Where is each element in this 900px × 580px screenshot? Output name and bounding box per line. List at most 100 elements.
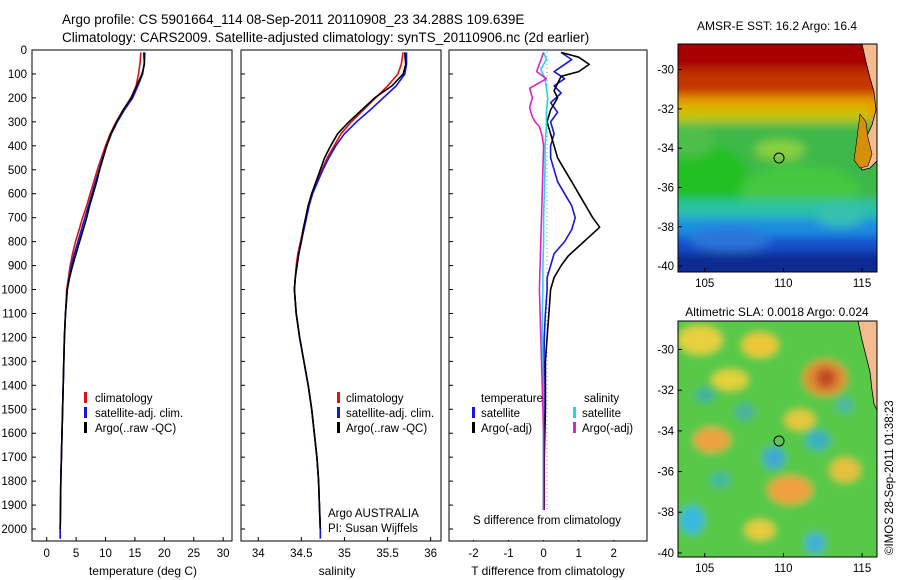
legend-swatch-satellite-adj: [84, 407, 87, 418]
difference-legend: temperature salinity satellite Argo(-adj…: [472, 393, 633, 435]
depth-tick-label: 1300: [1, 356, 27, 368]
legend-swatch-climatology: [337, 392, 340, 403]
map-lat-tick-label: -36: [657, 467, 674, 479]
legend-swatch-temp-satellite: [472, 407, 475, 418]
x-tick-label: 15: [129, 548, 142, 560]
legend-label-satellite-adj: satellite-adj. clim.: [95, 408, 183, 420]
depth-tick-label: 1200: [1, 332, 27, 344]
series-line-salinity-argo-adj: [528, 52, 548, 529]
salinity-panel: 34 34.5 35 35.5 36 salinity climatology sate…: [240, 49, 442, 578]
header-line-1: Argo profile: CS 5901664_114 08-Sep-2011…: [62, 12, 524, 27]
series-line-satellite-adj-clim: [293, 52, 408, 539]
map-lon-tick-label: 110: [774, 278, 792, 290]
legend-swatch-argo: [337, 422, 340, 433]
legend-swatch-argo: [84, 422, 87, 433]
x-tick-label: 34: [252, 548, 265, 560]
legend-swatch-temp-argo: [472, 422, 475, 433]
salinity-legend: climatology satellite-adj. clim. Argo(..…: [337, 392, 434, 435]
x-tick-label: -2: [468, 548, 478, 560]
map-lat-tick-label: -32: [657, 104, 674, 116]
map-lat-tick-label: -38: [657, 507, 674, 519]
depth-axis: 0 100 200 300 400 500 600 700 800 900 1000 1100 1200…: [1, 45, 453, 536]
map-lat-tick-label: -34: [657, 143, 674, 155]
sst-map-axis-ticks: 105 110 115 -30 -32 -34 -36 -38 -40: [657, 65, 871, 290]
depth-tick-label: 200: [8, 93, 27, 105]
temperature-x-label: temperature (deg C): [89, 564, 197, 578]
series-line-climatology: [59, 52, 142, 539]
difference-plot-frame: [448, 49, 648, 542]
x-tick-label: 36: [424, 548, 437, 560]
salinity-x-ticks: 34 34.5 35 35.5 36: [252, 537, 437, 560]
temperature-legend: climatology satellite-adj. clim. Argo(..…: [84, 392, 183, 435]
imos-timestamp-label: ©IMOS 28-Sep-2011 01:38:23: [884, 400, 896, 555]
x-tick-label: 1: [575, 548, 581, 560]
depth-tick-label: 400: [8, 141, 27, 153]
depth-tick-label: 600: [8, 189, 27, 201]
legend-swatch-satellite-adj: [337, 407, 340, 418]
temperature-panel: 0 5 10 15 20 25 30 temperature (deg C) climato…: [31, 49, 233, 578]
depth-tick-label: 1400: [1, 380, 27, 392]
legend-header-salinity: salinity: [584, 393, 619, 405]
sst-map-panel: AMSR-E SST: 16.2 Argo: 16.4: [657, 19, 878, 290]
sla-map-frame: [677, 320, 878, 558]
sla-float-position-marker: [773, 435, 785, 447]
x-tick-label: 20: [158, 548, 171, 560]
legend-label-sal-satellite: satellite: [582, 408, 621, 420]
series-line-temperature-satellite: [542, 51, 577, 539]
legend-label-argo: Argo(..raw -QC): [346, 423, 427, 435]
map-lat-tick-label: -30: [657, 344, 674, 356]
depth-tick-label: 1500: [1, 404, 27, 416]
map-lat-tick-label: -40: [657, 261, 674, 273]
map-lon-tick-label: 105: [695, 563, 714, 575]
map-lon-tick-label: 105: [695, 278, 714, 290]
x-tick-label: 2: [611, 548, 617, 560]
depth-tick-label: 700: [8, 213, 27, 225]
series-line-temperature-argo-adj: [542, 51, 601, 530]
series-line-satellite-adj-clim: [59, 52, 146, 539]
depth-tick-label: 500: [8, 165, 27, 177]
header-line-2: Climatology: CARS2009. Satellite-adjuste…: [62, 30, 589, 45]
s-difference-x-label: S difference from climatology: [473, 515, 621, 527]
map-lat-tick-label: -40: [657, 548, 674, 560]
legend-header-temperature: temperature: [481, 393, 543, 405]
legend-label-temp-satellite: satellite: [481, 408, 520, 420]
x-tick-label: 35.5: [376, 548, 398, 560]
x-tick-label: 0: [540, 548, 546, 560]
t-difference-x-label: T difference from climatology: [471, 564, 625, 578]
credit-argo-australia: Argo AUSTRALIA: [328, 508, 419, 520]
depth-tick-label: 1000: [1, 285, 27, 297]
legend-swatch-climatology: [84, 392, 87, 403]
depth-tick-label: 100: [8, 69, 27, 81]
depth-tick-label: 1800: [1, 476, 27, 488]
depth-tick-label: 1900: [1, 500, 27, 512]
legend-label-sal-argo: Argo(-adj): [582, 423, 633, 435]
x-tick-label: 34.5: [290, 548, 312, 560]
legend-label-climatology: climatology: [346, 393, 404, 405]
credit-pi: PI: Susan Wijffels: [328, 523, 418, 535]
salinity-x-label: salinity: [319, 564, 356, 578]
sla-map-axis-ticks: 105 110 115 -30 -32 -34 -36 -38 -40: [657, 344, 871, 575]
legend-label-temp-argo: Argo(-adj): [481, 423, 532, 435]
x-tick-label: 35: [338, 548, 351, 560]
series-line-climatology: [293, 52, 404, 539]
depth-tick-label: 0: [21, 45, 27, 57]
t-difference-x-ticks: -2 -1 0 1 2: [468, 537, 617, 560]
legend-label-climatology: climatology: [95, 393, 153, 405]
sla-map-panel: Altimetric SLA: 0.0018 Argo: 0.024: [657, 305, 878, 575]
salinity-profiles: [293, 52, 408, 539]
temperature-plot-frame: [31, 49, 233, 542]
depth-tick-label: 1600: [1, 428, 27, 440]
x-tick-label: 30: [217, 548, 230, 560]
salinity-plot-frame: [240, 49, 442, 542]
map-lon-tick-label: 115: [853, 278, 871, 290]
x-tick-label: 0: [44, 548, 50, 560]
temperature-profiles: [59, 52, 146, 539]
sla-field: [678, 321, 877, 557]
map-lat-tick-label: -32: [657, 385, 674, 397]
depth-tick-label: 1700: [1, 452, 27, 464]
depth-tick-label: 2000: [1, 524, 27, 536]
legend-label-satellite-adj: satellite-adj. clim.: [346, 408, 434, 420]
map-lon-tick-label: 115: [853, 563, 871, 575]
depth-tick-label: 1100: [2, 308, 27, 320]
